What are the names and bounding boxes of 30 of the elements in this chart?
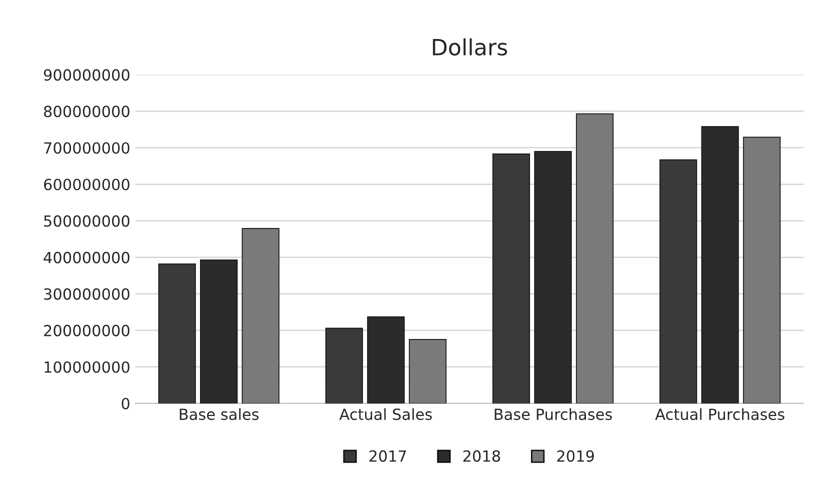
x-tick-label: Base sales bbox=[180, 408, 259, 420]
bar bbox=[325, 328, 363, 404]
y-tick-label: 900000000 bbox=[44, 69, 130, 81]
bar bbox=[158, 263, 196, 404]
bar bbox=[576, 113, 614, 404]
bar bbox=[408, 339, 446, 404]
bar bbox=[743, 136, 781, 404]
y-tick-label: 100000000 bbox=[44, 361, 130, 373]
y-tick-label: 600000000 bbox=[44, 178, 130, 190]
x-tick-label: Actual Purchases bbox=[655, 408, 784, 420]
y-tick-label: 0 bbox=[122, 398, 130, 410]
y-tick-label: 400000000 bbox=[44, 252, 130, 264]
y-tick-label: 200000000 bbox=[44, 324, 130, 336]
legend-label: 2019 bbox=[557, 450, 594, 462]
bar bbox=[534, 150, 572, 404]
y-tick-label: 300000000 bbox=[44, 288, 130, 300]
bar bbox=[659, 159, 698, 404]
bar bbox=[367, 316, 405, 404]
legend-label: 2018 bbox=[463, 450, 500, 462]
chart-title: Dollars bbox=[432, 38, 508, 56]
x-tick-label: Actual Sales bbox=[339, 408, 432, 420]
legend-label: 2017 bbox=[369, 450, 406, 462]
bar bbox=[492, 154, 530, 404]
y-tick-label: 500000000 bbox=[44, 215, 130, 227]
bar bbox=[242, 228, 280, 404]
y-tick-label: 800000000 bbox=[44, 106, 130, 118]
y-tick-label: 700000000 bbox=[44, 142, 130, 154]
bar bbox=[701, 126, 739, 404]
x-tick-label: Base Purchases bbox=[494, 408, 612, 420]
bar bbox=[200, 259, 238, 404]
